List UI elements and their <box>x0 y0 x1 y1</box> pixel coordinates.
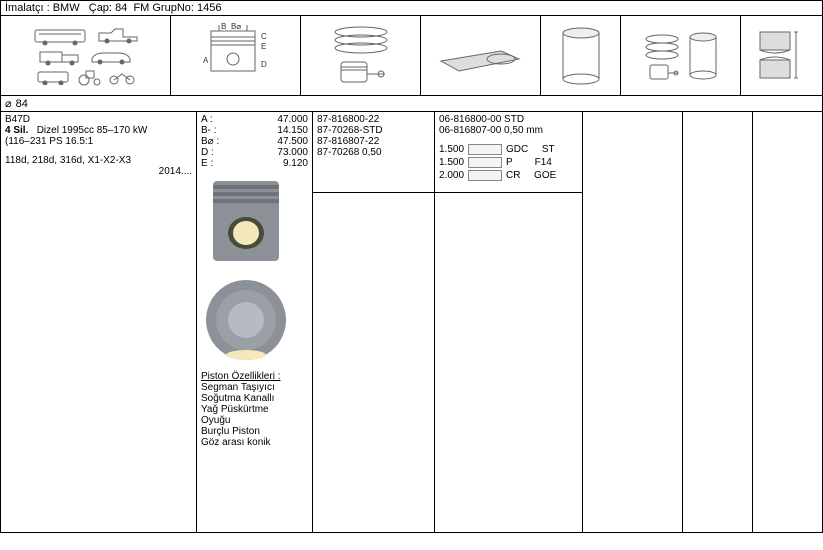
liner-small-icon <box>686 31 720 81</box>
dim-bo-label: B⌀ : <box>201 136 225 147</box>
gasket-icon <box>431 31 531 81</box>
small-piston-icon <box>331 58 391 88</box>
rings-piston-cell <box>301 16 421 95</box>
part-numbers-col4: 06-816800-00 STD 06-816807-00 0,50 mm 1.… <box>435 112 583 532</box>
dim-e-label: E : <box>201 158 225 169</box>
dim-a-label: A : <box>201 114 225 125</box>
pickup-icon <box>97 27 139 45</box>
tractor-icon <box>76 68 104 86</box>
diameter-value: 84 <box>16 98 28 110</box>
sleeve-cell <box>741 16 822 95</box>
partno: 87-816807-22 <box>317 136 430 147</box>
bus-icon <box>33 26 93 46</box>
kit-cell <box>621 16 741 95</box>
liner-cell <box>541 16 621 95</box>
ring-size: 2.000 <box>439 170 464 181</box>
piston-dimension-diagram-cell: A B B⌀ C E D <box>171 16 301 95</box>
sleeve-icon <box>754 26 810 86</box>
engine-code: B47D <box>5 114 192 125</box>
svg-text:D: D <box>261 60 267 69</box>
ring-spec-row: 1.500 P F14 <box>439 157 578 168</box>
vehicles-cell <box>1 16 171 95</box>
fmgroup-label: FM GrupNo: <box>133 2 194 14</box>
header-line: İmalatçı : BMW Çap: 84 FM GrupNo: 1456 <box>1 1 822 16</box>
ring-code1: GDC <box>506 144 528 155</box>
cap-label: Çap: <box>89 2 112 14</box>
van-icon <box>36 69 72 85</box>
partno: 87-816800-22 <box>317 114 430 125</box>
ring-code1: CR <box>506 170 520 181</box>
dim-d-label: D : <box>201 147 225 158</box>
piston-feature-line: Göz arası konik <box>201 437 308 448</box>
motorcycle-icon <box>108 69 136 85</box>
piston-feature-line: Yağ Püskürtme <box>201 404 308 415</box>
diameter-symbol: ⌀ <box>5 97 12 110</box>
dim-b-value: 14.150 <box>225 125 308 136</box>
svg-text:A: A <box>203 56 209 65</box>
part-numbers-col3: 87-816800-22 87-70268-STD 87-816807-22 8… <box>313 112 435 532</box>
engine-year: 2014.... <box>5 166 192 177</box>
catalog-page: İmalatçı : BMW Çap: 84 FM GrupNo: 1456 <box>0 0 823 533</box>
piston-top-image <box>201 275 308 365</box>
ring-spec-row: 2.000 CR GOE <box>439 170 578 181</box>
ring-code2: ST <box>542 144 555 155</box>
engine-spec: Dizel 1995cc 85–170 kW <box>37 125 148 136</box>
ring-profile-icon <box>468 144 502 155</box>
piston-feature-line: Burçlu Piston <box>201 426 308 437</box>
engine-models: 118d, 218d, 316d, X1-X2-X3 <box>5 155 192 166</box>
partno: 87-70268 0,50 <box>317 147 430 158</box>
fmgroup-value: 1456 <box>197 2 221 14</box>
svg-text:E: E <box>261 42 266 51</box>
engine-column: B47D 4 Sil. Dizel 1995cc 85–170 kW (116–… <box>1 112 197 532</box>
piston-dimension-diagram-icon: A B B⌀ C E D <box>181 23 291 89</box>
engine-cyl-label: 4 Sil. <box>5 125 28 136</box>
piston-features-title: Piston Özellikleri : <box>201 371 308 382</box>
liner-icon <box>556 25 606 87</box>
svg-text:B⌀: B⌀ <box>231 23 241 31</box>
car-icon <box>88 49 134 65</box>
piston-side-image <box>201 175 308 275</box>
ring-size: 1.500 <box>439 157 464 168</box>
dim-b-label: B- : <box>201 125 225 136</box>
partno: 06-816807-00 0,50 mm <box>439 125 578 136</box>
svg-text:B: B <box>221 23 226 31</box>
ring-set-icon <box>326 24 396 58</box>
svg-text:C: C <box>261 32 267 41</box>
main-grid: B47D 4 Sil. Dizel 1995cc 85–170 kW (116–… <box>1 112 822 532</box>
ring-code2: GOE <box>534 170 556 181</box>
piston-features: Piston Özellikleri : Segman Taşıyıcı Soğ… <box>201 371 308 448</box>
empty-col-7 <box>753 112 822 532</box>
piston-feature-line: Soğutma Kanallı <box>201 393 308 404</box>
truck-icon <box>38 48 84 66</box>
ring-spec-row: 1.500 GDC ST <box>439 144 578 155</box>
ring-size: 1.500 <box>439 144 464 155</box>
dim-a-value: 47.000 <box>225 114 308 125</box>
ring-code2: F14 <box>535 157 552 168</box>
piston-feature-line: Oyuğu <box>201 415 308 426</box>
engine-ps: (116–231 PS 16.5:1 <box>5 136 192 147</box>
empty-col-5 <box>583 112 683 532</box>
ring-code1: P <box>506 157 513 168</box>
gasket-cell <box>421 16 541 95</box>
partno: 06-816800-00 STD <box>439 114 578 125</box>
empty-col-6 <box>683 112 753 532</box>
ring-profile-icon <box>468 157 502 168</box>
piston-feature-line: Segman Taşıyıcı <box>201 382 308 393</box>
dim-bo-value: 47.500 <box>225 136 308 147</box>
category-icon-row: A B B⌀ C E D <box>1 16 822 96</box>
partno: 87-70268-STD <box>317 125 430 136</box>
cap-value: 84 <box>115 2 127 14</box>
dim-e-value: 9.120 <box>225 158 308 169</box>
dimensions-column: A :47.000 B- :14.150 B⌀ :47.500 D :73.00… <box>197 112 313 532</box>
manufacturer-value: BMW <box>53 2 80 14</box>
diameter-bar: ⌀ 84 <box>1 96 822 112</box>
ring-profile-icon <box>468 170 502 181</box>
manufacturer-label: İmalatçı : <box>5 2 50 14</box>
ring-set-small-icon <box>642 31 682 81</box>
dim-d-value: 73.000 <box>225 147 308 158</box>
